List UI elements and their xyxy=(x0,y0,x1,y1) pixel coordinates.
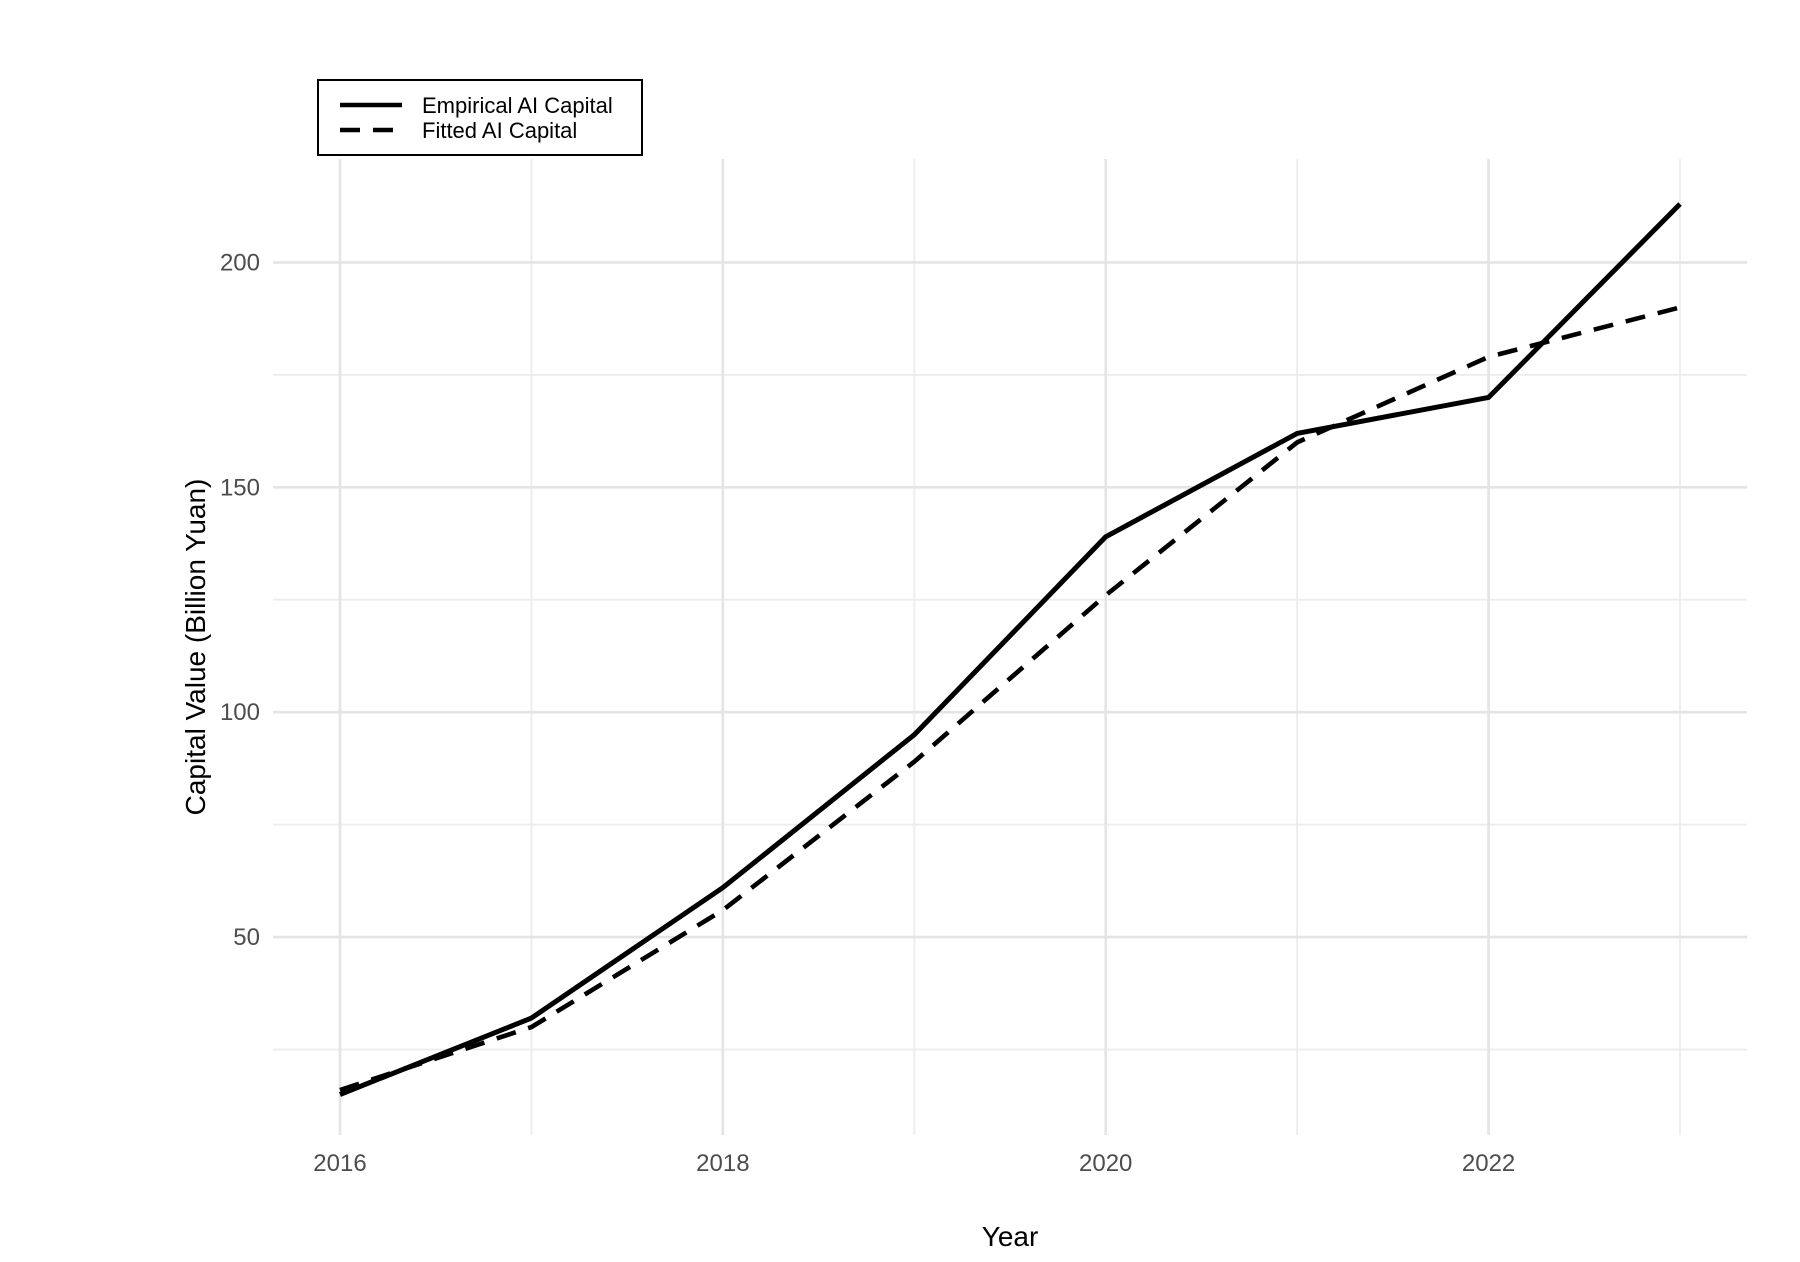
y-tick-label: 200 xyxy=(220,249,260,276)
x-tick-label: 2022 xyxy=(1462,1150,1515,1177)
x-tick-label: 2018 xyxy=(696,1150,749,1177)
x-axis-title: Year xyxy=(981,1221,1039,1252)
legend-label-fitted: Fitted AI Capital xyxy=(422,117,578,143)
y-axis-title: Capital Value (Billion Yuan) xyxy=(180,478,211,816)
x-tick-label: 2016 xyxy=(313,1150,366,1177)
fitted-series-line xyxy=(339,305,1681,1093)
solid-line-key-icon xyxy=(340,102,402,108)
legend: Empirical AI Capital Fitted AI Capital xyxy=(317,79,643,156)
x-tick-label: 2020 xyxy=(1079,1150,1132,1177)
legend-item-empirical: Empirical AI Capital xyxy=(340,93,641,118)
y-tick-label: 100 xyxy=(220,699,260,726)
y-tick-label: 50 xyxy=(233,924,260,951)
legend-item-fitted: Fitted AI Capital xyxy=(340,118,641,143)
dashed-line-key-icon xyxy=(340,127,402,133)
y-tick-label: 150 xyxy=(220,474,260,501)
empirical-series-line xyxy=(339,202,1682,1097)
legend-label-empirical: Empirical AI Capital xyxy=(422,92,613,118)
